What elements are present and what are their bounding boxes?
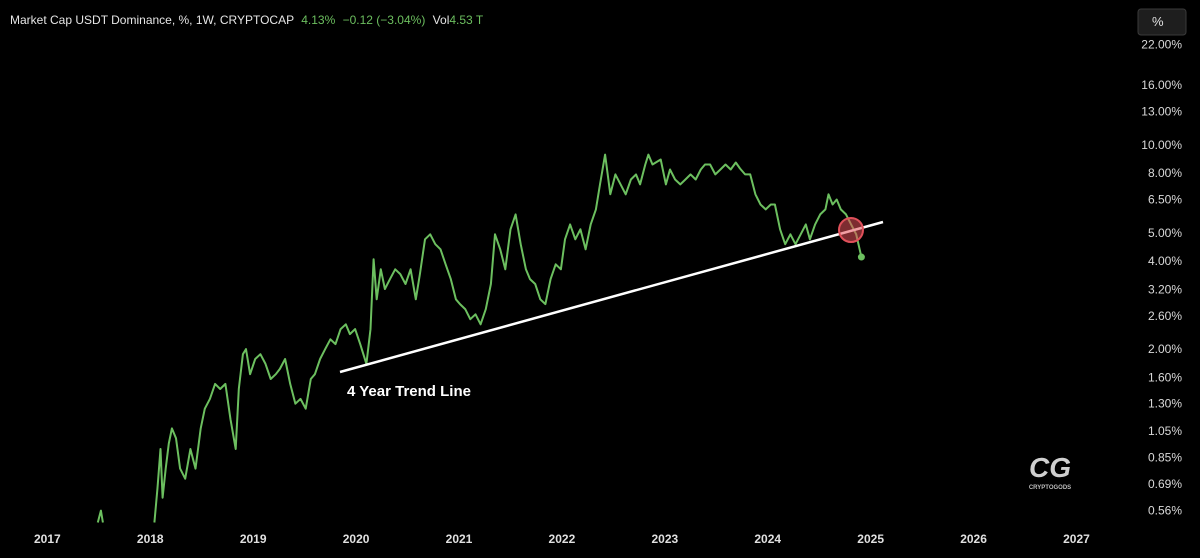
x-tick-label: 2023 — [651, 532, 678, 546]
annotation: 4 Year Trend Line — [347, 383, 471, 400]
data-line — [96, 153, 863, 523]
x-tick-label: 2018 — [137, 532, 164, 546]
y-tick-label: 6.50% — [1148, 192, 1182, 206]
y-tick-label: 1.05% — [1148, 424, 1182, 438]
trend-line — [339, 220, 884, 374]
logo-mark: CG — [1029, 452, 1071, 483]
y-tick-label: 3.20% — [1148, 282, 1182, 296]
plot-area — [96, 153, 865, 523]
x-tick-label: 2026 — [960, 532, 987, 546]
y-tick-label: 0.85% — [1148, 451, 1182, 465]
x-tick-label: 2017 — [34, 532, 61, 546]
break-highlight — [838, 217, 864, 243]
last-value: 4.13% — [301, 13, 335, 27]
change: −0.12 (−3.04%) — [343, 13, 426, 27]
y-tick-label: 2.00% — [1148, 342, 1182, 356]
symbol: Market Cap USDT Dominance, %, 1W, CRYPTO… — [10, 13, 294, 27]
y-tick-label: 0.69% — [1148, 477, 1182, 491]
y-tick-label: 5.00% — [1148, 226, 1182, 240]
y-tick-label: 22.00% — [1141, 38, 1182, 52]
y-tick-label: 0.56% — [1148, 504, 1182, 518]
x-tick-label: 2021 — [446, 532, 473, 546]
x-tick-label: 2025 — [857, 532, 884, 546]
x-tick-label: 2027 — [1063, 532, 1090, 546]
x-tick-label: 2020 — [343, 532, 370, 546]
scale-button-label[interactable]: % — [1152, 14, 1164, 29]
last-point — [857, 253, 865, 261]
y-tick-label: 13.00% — [1141, 105, 1182, 119]
y-tick-label: 2.60% — [1148, 309, 1182, 323]
y-tick-label: 4.00% — [1148, 254, 1182, 268]
logo: CG CRYPTOGODS — [1029, 452, 1071, 491]
y-tick-label: 8.00% — [1148, 166, 1182, 180]
y-tick-label: 1.60% — [1148, 370, 1182, 384]
x-tick-label: 2022 — [549, 532, 576, 546]
vol-value: 4.53 T — [449, 13, 483, 27]
scale-button[interactable] — [1137, 8, 1187, 36]
x-tick-label: 2019 — [240, 532, 267, 546]
y-tick-label: 10.00% — [1141, 138, 1182, 152]
y-tick-label: 16.00% — [1141, 78, 1182, 92]
vol-label: Vol — [433, 13, 450, 27]
x-tick-label: 2024 — [754, 532, 781, 546]
header: Market Cap USDT Dominance, %, 1W, CRYPTO… — [10, 13, 484, 27]
y-tick-label: 1.30% — [1148, 397, 1182, 411]
logo-name: CRYPTOGODS — [1029, 485, 1071, 491]
